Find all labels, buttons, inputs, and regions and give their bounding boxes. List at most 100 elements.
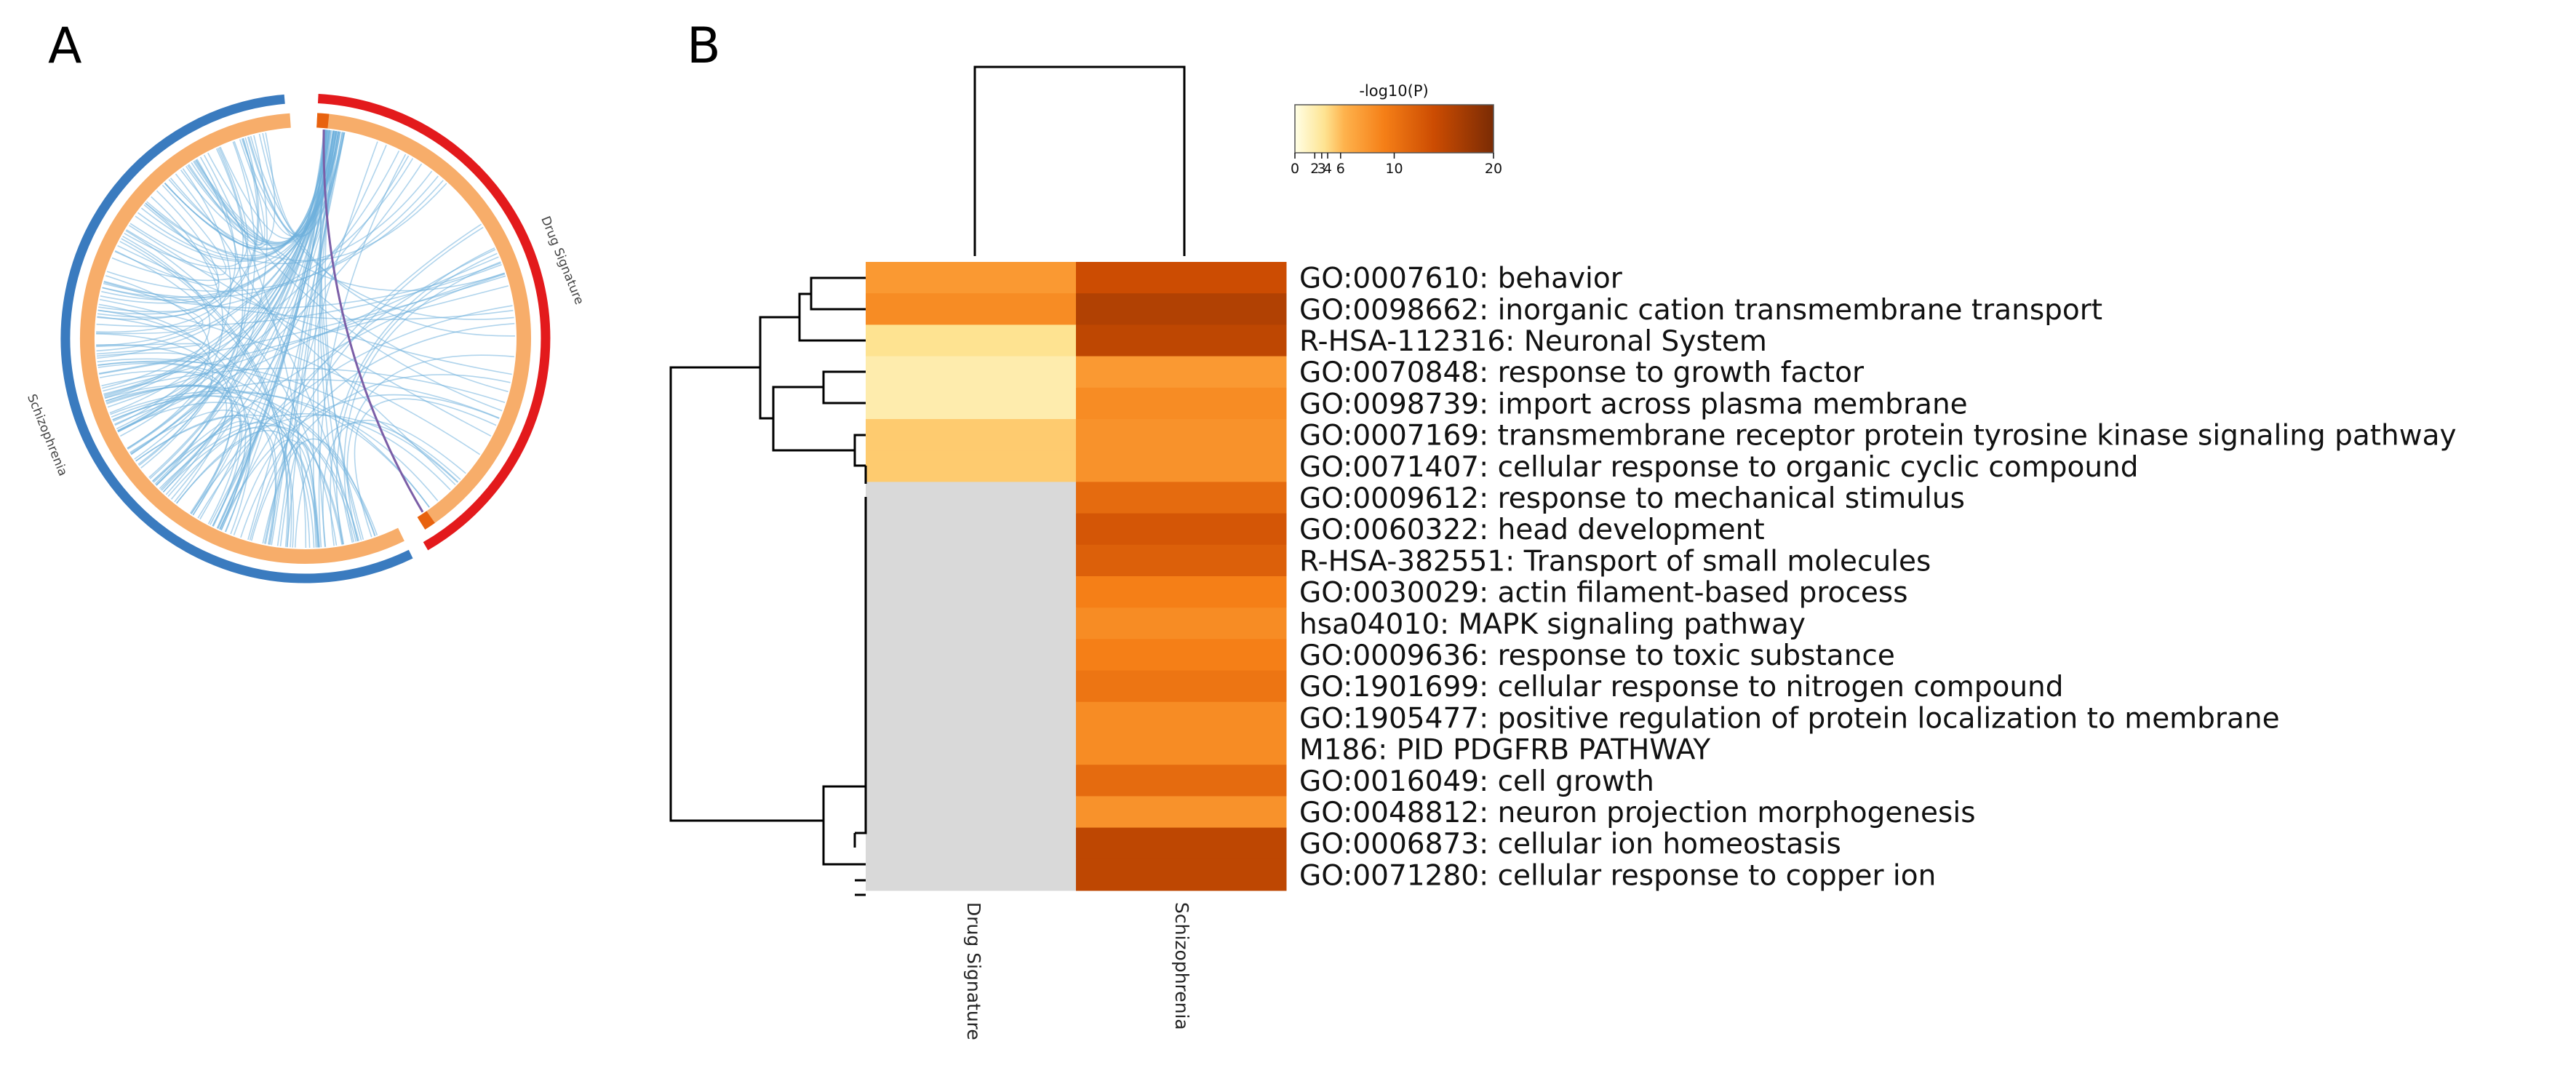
chord-link: [105, 275, 210, 437]
chord-link: [250, 135, 516, 337]
chord-link: [247, 132, 346, 541]
heatmap-cell: [866, 356, 1077, 388]
chord-link: [99, 355, 203, 375]
heatmap-cell: [866, 293, 1077, 325]
heatmap-cell: [866, 387, 1077, 420]
row-dendrogram: [669, 276, 867, 896]
colorbar-ticks: 0 234 6 10 20: [1291, 153, 1502, 177]
row-label: GO:0098662: inorganic cation transmembra…: [1299, 294, 2102, 327]
chord-link: [99, 298, 481, 455]
chord-link: [152, 422, 344, 545]
heatmap-cell: [866, 513, 1077, 546]
chord-link: [114, 168, 232, 426]
chord-link: [195, 159, 506, 292]
chord-link: [335, 252, 498, 545]
chord-link-highlight: [322, 129, 424, 513]
colorbar-tick-label: 0: [1291, 161, 1299, 177]
heatmap-cell: [866, 733, 1077, 765]
heatmap-cell: [866, 544, 1077, 577]
row-label: GO:0006873: cellular ion homeostasis: [1299, 828, 1841, 861]
heatmap-cell: [866, 765, 1077, 797]
heatmap-cell: [1076, 356, 1287, 388]
colorbar-tick-label: 10: [1385, 161, 1403, 177]
heatmap-cell: [1076, 858, 1287, 891]
chord-link: [114, 202, 219, 287]
chord-links: [96, 129, 516, 549]
chord-link: [240, 322, 515, 538]
chord-link: [97, 138, 258, 320]
row-label: R-HSA-112316: Neuronal System: [1299, 325, 1767, 358]
heatmap-cell: [866, 419, 1077, 451]
column-label-drug-signature: Drug Signature: [963, 902, 984, 1040]
chord-link: [250, 374, 511, 541]
heatmap-cell: [1076, 607, 1287, 639]
heatmap-cell: [866, 324, 1077, 357]
row-label: GO:0071407: cellular response to organic…: [1299, 451, 2139, 484]
shared-arc-bottom: [417, 511, 435, 530]
chord-link: [159, 413, 451, 490]
chord-link: [125, 230, 338, 546]
heatmap-cell: [866, 796, 1077, 829]
chord-link: [170, 144, 387, 500]
heatmap-cell: [1076, 796, 1287, 829]
heatmap-cell: [866, 576, 1077, 608]
chord-link: [119, 241, 289, 547]
chord-link: [96, 137, 260, 333]
heatmap-cell: [1076, 544, 1287, 577]
chord-link: [97, 148, 244, 315]
heatmap-cell: [866, 827, 1077, 860]
shared-arc-top: [316, 113, 330, 129]
row-label: GO:0030029: actin filament-based process: [1299, 577, 1908, 610]
chord-link: [354, 398, 497, 538]
chord-link: [121, 238, 292, 548]
heatmap-cells: [866, 262, 1287, 891]
heatmap-cell: [1076, 733, 1287, 765]
heatmap-cell: [1076, 513, 1287, 546]
heatmap-cell: [1076, 827, 1287, 860]
chord-link: [96, 333, 234, 516]
heatmap-cell: [866, 607, 1077, 639]
chord-link: [262, 438, 376, 544]
colorbar: -log10(P) 0 234 6 10 20: [1291, 82, 1502, 177]
chord-link: [97, 309, 311, 548]
chord-link: [103, 367, 506, 404]
chord-link: [154, 135, 268, 485]
row-label: GO:1901699: cellular response to nitroge…: [1299, 671, 2064, 704]
chord-link: [96, 343, 202, 355]
heatmap-cell: [866, 262, 1077, 294]
chord-link: [127, 196, 223, 449]
chord-link: [117, 244, 512, 375]
chord-link: [103, 280, 514, 321]
circos-plot: Drug Signature Schizophrenia: [24, 94, 586, 583]
chord-link: [96, 344, 251, 535]
heatmap-cell: [1076, 293, 1287, 325]
heatmap-cell: [1076, 701, 1287, 734]
row-label: GO:0048812: neuron projection morphogene…: [1299, 797, 1976, 829]
chord-link: [104, 236, 210, 399]
chord-link: [160, 413, 234, 491]
colorbar-tick-label: 6: [1336, 161, 1345, 177]
heatmap-cell: [1076, 482, 1287, 514]
chord-link: [170, 132, 276, 249]
chord-link: [199, 132, 344, 520]
inner-ring-drug: [316, 113, 532, 530]
heatmap-cell: [1076, 639, 1287, 671]
chord-link: [99, 370, 243, 527]
heatmap-cell: [1076, 419, 1287, 451]
heatmap-cell: [866, 450, 1077, 482]
chord-link: [195, 140, 263, 246]
chord-link: [97, 361, 343, 545]
column-labels: Drug Signature Schizophrenia: [963, 902, 1192, 1040]
panel-label-a: A: [48, 17, 82, 75]
row-label: GO:0060322: head development: [1299, 514, 1765, 546]
heatmap-cell: [1076, 765, 1287, 797]
colorbar-title: -log10(P): [1359, 82, 1428, 100]
outer-ring-schizophrenia: [60, 94, 413, 583]
chord-link: [176, 430, 318, 548]
panel-label-b: B: [687, 17, 721, 75]
heatmap-cell: [866, 482, 1077, 514]
colorbar-tick-label: 20: [1485, 161, 1502, 177]
